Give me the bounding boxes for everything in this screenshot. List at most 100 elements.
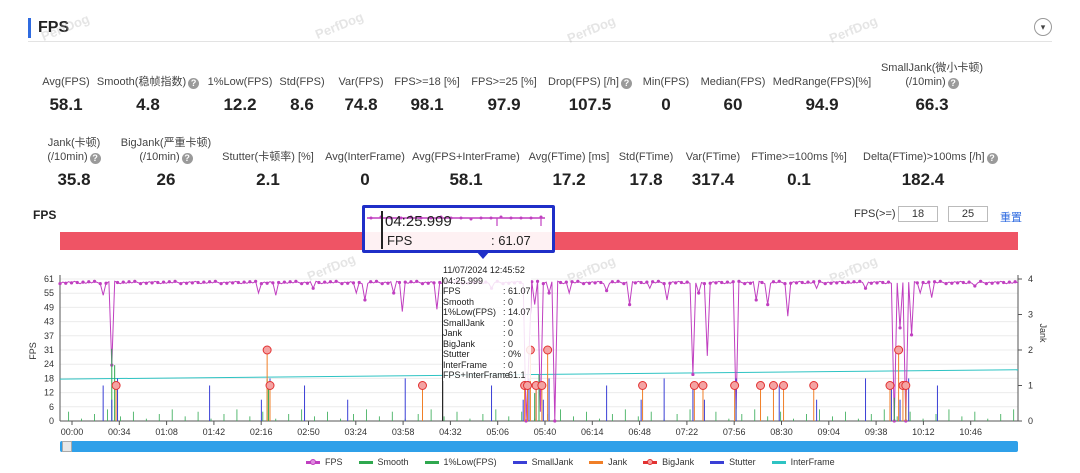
help-icon[interactable]: ? <box>947 78 959 89</box>
legend-label: SmallJank <box>531 457 574 467</box>
help-icon[interactable]: ? <box>188 78 200 89</box>
x-tick-label: 02:16 <box>250 427 273 437</box>
fps-point <box>967 280 971 284</box>
metric-label: FPS>=18 [%] <box>394 76 460 88</box>
fps-point <box>81 280 85 284</box>
metric-value: 58.1 <box>49 95 83 114</box>
metric-card: Stutter(卡顿率) [%] 2.1 <box>208 150 328 190</box>
help-icon[interactable]: ? <box>181 153 193 164</box>
metric-card: FPS>=18 [%] 98.1 <box>367 75 487 115</box>
fps-point <box>685 280 689 284</box>
legend-item[interactable]: Stutter <box>710 457 756 467</box>
metric-value: 317.4 <box>691 170 735 189</box>
tooltip-value: : 0% <box>503 349 522 359</box>
time-range-slider[interactable] <box>60 441 1018 452</box>
tooltip-value: : 61.07 <box>503 286 531 296</box>
x-tick-label: 09:04 <box>818 427 841 437</box>
metric-label: FPS>=25 [%] <box>471 76 537 88</box>
legend-item[interactable]: Smooth <box>358 457 409 467</box>
x-tick-label: 10:12 <box>912 427 935 437</box>
fps-threshold-low-input[interactable]: 18 <box>898 206 938 222</box>
fps-point <box>656 279 660 283</box>
fps-point <box>535 279 540 283</box>
fps-point <box>961 280 965 285</box>
hover-tooltip: 11/07/2024 12:45:52 04:25.999 FPS: 61.07… <box>443 265 531 381</box>
fps-point <box>386 281 390 285</box>
bigjank-marker <box>689 381 699 390</box>
fps-point <box>254 279 258 283</box>
fps-point <box>840 280 845 285</box>
metric-label: Std(FPS) <box>279 76 325 88</box>
metric-value: 98.1 <box>410 95 444 114</box>
y2-tick-label: 4 <box>1028 274 1033 284</box>
fps-point <box>789 281 793 285</box>
metric-value: 26 <box>156 170 176 189</box>
fps-point <box>783 282 787 286</box>
fps-point <box>420 282 425 286</box>
fps-point <box>311 286 315 290</box>
fps-point <box>115 280 120 285</box>
slider-handle[interactable] <box>62 441 72 452</box>
tooltip-key: Stutter <box>443 349 470 359</box>
fps-point <box>610 280 614 284</box>
legend-item[interactable]: 1%Low(FPS) <box>424 457 497 467</box>
metric-card: Delta(FTime)>100ms [/h]? 182.4 <box>863 150 998 190</box>
fps-point <box>213 279 217 283</box>
fps-point <box>955 281 960 285</box>
y-tick-label: 6 <box>49 402 54 412</box>
tooltip-row: Stutter : 0% <box>443 349 531 360</box>
tooltip-key: Smooth <box>443 296 475 307</box>
metric-value: 17.2 <box>552 170 586 189</box>
chart-legend: FPS Smooth 1%Low(FPS) SmallJank Jank BigJank S… <box>306 457 835 467</box>
metric-value: 66.3 <box>915 95 949 114</box>
metric-label: 1%Low(FPS) <box>207 76 273 88</box>
tooltip-key: FPS <box>443 286 461 296</box>
fps-point <box>547 291 551 295</box>
metric-card: Var(FTime) 317.4 <box>653 150 773 190</box>
fps-point <box>881 280 885 285</box>
metric-value: 17.8 <box>629 170 663 189</box>
fps-point <box>909 333 914 337</box>
y-tick-label: 61 <box>44 274 54 284</box>
legend-item[interactable]: InterFrame <box>771 457 835 467</box>
reset-link[interactable]: 重置 <box>1000 212 1022 224</box>
fps-point <box>219 282 223 286</box>
fps-point <box>725 280 730 284</box>
fps-point <box>409 280 413 284</box>
legend-item[interactable]: FPS <box>306 457 343 467</box>
fps-point <box>639 280 643 285</box>
legend-swatch <box>306 458 320 465</box>
fps-point <box>921 280 925 285</box>
help-icon[interactable]: ? <box>89 153 101 164</box>
fps-point <box>403 280 407 284</box>
fps-point <box>984 282 988 286</box>
legend-item[interactable]: BigJank <box>643 457 694 467</box>
x-tick-label: 01:08 <box>155 427 178 437</box>
metric-card: Std(FTime) 17.8 <box>586 150 706 190</box>
fps-point <box>104 281 108 285</box>
legend-swatch <box>424 460 439 464</box>
fps-point <box>207 280 212 284</box>
section-title: FPS <box>38 19 70 36</box>
legend-item[interactable]: Jank <box>589 457 627 467</box>
fps-point <box>259 282 263 286</box>
fps-point <box>150 281 154 285</box>
tooltip-key: BigJank <box>443 338 476 349</box>
tooltip-value: : 0 <box>503 317 514 328</box>
fps-point <box>576 279 580 283</box>
metric-label: Avg(FPS+InterFrame) <box>412 151 520 163</box>
legend-label: 1%Low(FPS) <box>443 457 497 467</box>
metric-label: Delta(FTime)>100ms [/h]? <box>863 150 998 164</box>
tooltip-row: BigJank: 0 <box>443 339 531 350</box>
chevron-down-icon[interactable]: ▾ <box>1034 18 1052 36</box>
tooltip-label: FPS <box>387 233 413 248</box>
metric-card: MedRange(FPS)[%] 94.9 <box>762 75 882 115</box>
fps-threshold-high-input[interactable]: 25 <box>948 206 988 222</box>
help-icon[interactable]: ? <box>986 153 998 164</box>
help-icon[interactable]: ? <box>620 78 632 89</box>
bigjank-marker <box>894 345 904 355</box>
fps-point <box>593 281 597 285</box>
tooltip-row: FPS : 61.07 <box>443 286 531 297</box>
legend-item[interactable]: SmallJank <box>512 457 574 467</box>
